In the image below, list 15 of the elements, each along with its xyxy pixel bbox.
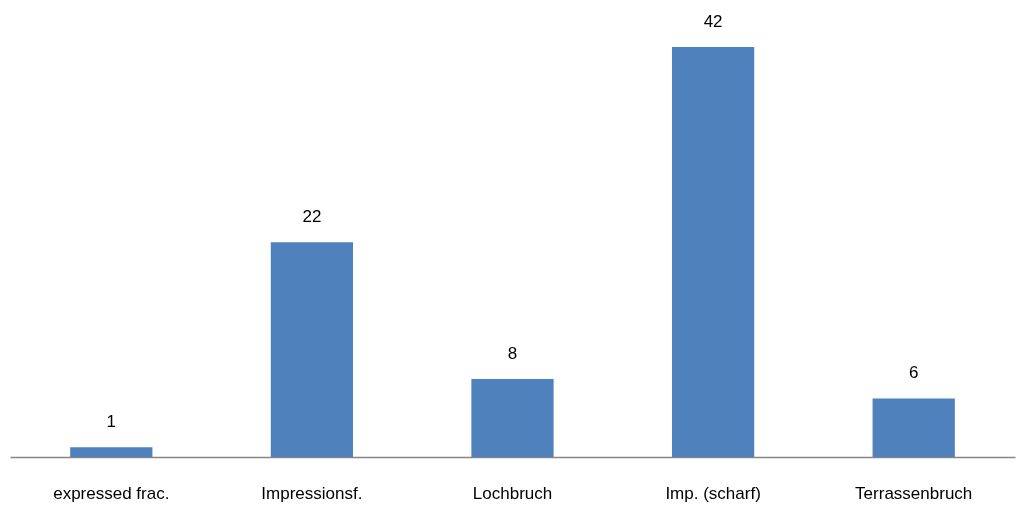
data-label: 6: [908, 363, 919, 383]
x-tick-label: Lochbruch: [472, 483, 553, 503]
bar: [471, 378, 554, 457]
x-tick-label: Terrassenbruch: [855, 483, 973, 503]
x-tick-label: expressed frac.: [53, 483, 170, 503]
data-label: 22: [302, 207, 322, 227]
bar: [872, 398, 955, 457]
x-tick-label: Impressionsf.: [261, 483, 363, 503]
x-tick-label: Imp. (scharf): [665, 483, 761, 503]
data-label: 8: [507, 343, 518, 363]
bar: [70, 447, 153, 457]
data-label: 42: [703, 11, 723, 31]
bar: [671, 46, 755, 457]
bar: [270, 242, 354, 457]
data-label: 1: [106, 412, 117, 432]
